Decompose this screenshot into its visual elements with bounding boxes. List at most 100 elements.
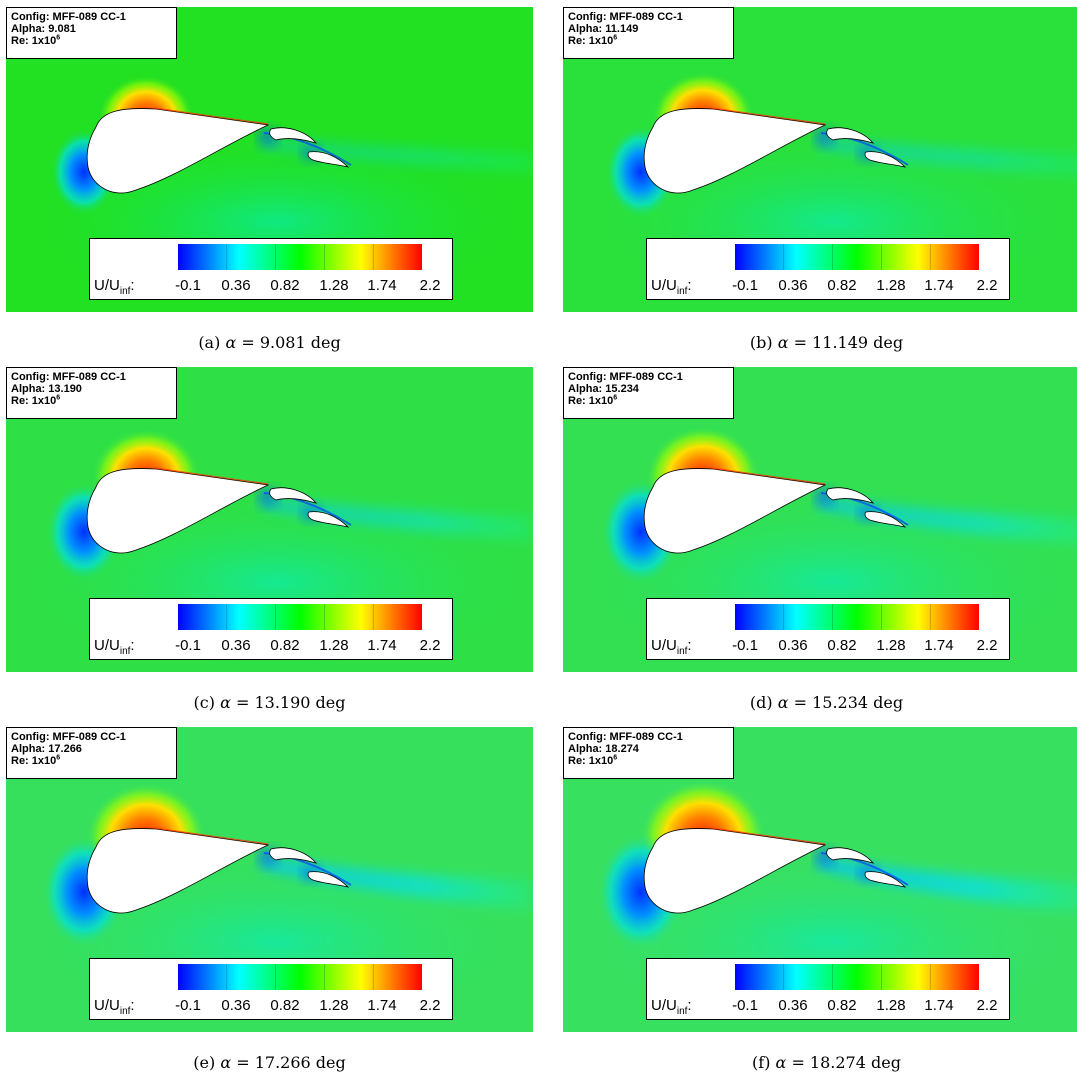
- re-exponent: 6: [613, 394, 618, 402]
- colorbar-tick-label: -0.1: [732, 997, 758, 1014]
- caption-value: = 18.274 deg: [791, 1053, 901, 1072]
- colorbar-tick-label: -0.1: [175, 997, 201, 1014]
- caption-value: = 11.149 deg: [793, 333, 904, 352]
- alpha-value: 13.190: [48, 383, 82, 395]
- alpha-label: Alpha: 18.274: [568, 743, 729, 755]
- alpha-symbol: α: [220, 693, 231, 712]
- re-prefix: Re: 1x10: [11, 35, 57, 47]
- colorbar-tick-label: 1.74: [367, 637, 397, 654]
- contour-plot: Config: MFF-089 CC-1 Alpha: 18.274 Re: 1…: [563, 727, 1077, 1032]
- config-label: Config: MFF-089 CC-1: [568, 371, 683, 383]
- colorbar-tick-label: -0.1: [175, 277, 201, 294]
- panel-caption: (d) α = 15.234 deg: [563, 693, 1077, 712]
- alpha-label: Alpha: 13.190: [11, 383, 172, 395]
- colorbar-legend: U/Uinf: -0.1 0.36 0.82 1.28 1.74 2.2: [89, 958, 453, 1020]
- alpha-prefix: Alpha:: [11, 23, 49, 35]
- caption-label: (d): [749, 693, 773, 712]
- colorbar-tick-label: 2.2: [976, 637, 998, 654]
- colorbar-tick-label: -0.1: [175, 637, 201, 654]
- colorbar-legend: U/Uinf: -0.1 0.36 0.82 1.28 1.74 2.2: [646, 598, 1010, 660]
- alpha-label: Alpha: 17.266: [11, 743, 172, 755]
- reynolds-label: Re: 1x106: [11, 394, 172, 407]
- caption-label: (f): [752, 1053, 771, 1072]
- colorbar-tick-label: -0.1: [732, 637, 758, 654]
- colorbar-quantity-label: U/Uinf:: [651, 277, 692, 297]
- config-info-box: Config: MFF-089 CC-1 Alpha: 13.190 Re: 1…: [6, 367, 177, 419]
- colorbar-tick-label: 0.36: [778, 277, 808, 294]
- flap-element-2: [864, 511, 907, 528]
- caption-label: (c): [193, 693, 215, 712]
- alpha-value: 11.149: [605, 23, 639, 35]
- colorbar-tick-label: 1.28: [319, 277, 349, 294]
- flap-element-2: [307, 151, 350, 168]
- main-airfoil: [86, 108, 270, 194]
- config-label: Config: MFF-089 CC-1: [11, 731, 126, 743]
- alpha-label: Alpha: 15.234: [568, 383, 729, 395]
- alpha-symbol: α: [225, 333, 237, 352]
- colorbar-tick-label: 0.82: [270, 277, 300, 294]
- colorbar-tick-label: 0.82: [270, 997, 300, 1014]
- config-label: Config: MFF-089 CC-1: [11, 11, 126, 23]
- colorbar-quantity-label: U/Uinf:: [651, 997, 692, 1017]
- config-info-box: Config: MFF-089 CC-1 Alpha: 17.266 Re: 1…: [6, 727, 177, 779]
- caption-value: = 15.234 deg: [793, 693, 904, 712]
- flap-element-1: [269, 487, 318, 504]
- flap-element-1: [826, 847, 875, 864]
- config-info-box: Config: MFF-089 CC-1 Alpha: 11.149 Re: 1…: [563, 7, 734, 59]
- colorbar-tick-label: 1.74: [367, 997, 397, 1014]
- alpha-label: Alpha: 9.081: [11, 23, 172, 35]
- config-info-box: Config: MFF-089 CC-1 Alpha: 9.081 Re: 1x…: [6, 7, 177, 59]
- colorbar-tick-label: 0.82: [827, 997, 857, 1014]
- flap-element-2: [864, 871, 907, 888]
- colorbar-tick-label: 0.36: [221, 637, 251, 654]
- reynolds-label: Re: 1x106: [568, 34, 729, 47]
- flap-element-1: [269, 127, 318, 144]
- colorbar-tick-label: 1.74: [924, 997, 954, 1014]
- panel-caption: (c) α = 13.190 deg: [6, 693, 533, 712]
- reynolds-label: Re: 1x106: [11, 34, 172, 47]
- colorbar-tick-label: 1.28: [876, 637, 906, 654]
- alpha-value: 17.266: [48, 743, 82, 755]
- colorbar-tick-label: 1.74: [367, 277, 397, 294]
- colorbar-legend: U/Uinf: -0.1 0.36 0.82 1.28 1.74 2.2: [89, 598, 453, 660]
- colorbar-legend: U/Uinf: -0.1 0.36 0.82 1.28 1.74 2.2: [646, 958, 1010, 1020]
- re-prefix: Re: 1x10: [568, 395, 614, 407]
- colorbar-tick-label: 2.2: [976, 277, 998, 294]
- flap-element-2: [307, 511, 350, 528]
- colorbar: [735, 244, 979, 270]
- config-info-box: Config: MFF-089 CC-1 Alpha: 18.274 Re: 1…: [563, 727, 734, 779]
- contour-plot: Config: MFF-089 CC-1 Alpha: 17.266 Re: 1…: [6, 727, 533, 1032]
- colorbar-legend: U/Uinf: -0.1 0.36 0.82 1.28 1.74 2.2: [89, 238, 453, 300]
- main-airfoil: [643, 108, 827, 194]
- colorbar-tick-label: 1.74: [924, 637, 954, 654]
- alpha-value: 18.274: [605, 743, 639, 755]
- colorbar-tick-label: -0.1: [732, 277, 758, 294]
- alpha-symbol: α: [777, 333, 789, 352]
- colorbar-tick-label: 0.36: [778, 997, 808, 1014]
- colorbar-tick-label: 1.74: [924, 277, 954, 294]
- caption-label: (b): [749, 333, 773, 352]
- colorbar-tick-label: 1.28: [876, 997, 906, 1014]
- re-prefix: Re: 1x10: [11, 395, 57, 407]
- re-prefix: Re: 1x10: [568, 35, 614, 47]
- alpha-prefix: Alpha:: [11, 383, 49, 395]
- colorbar-tick-label: 0.82: [270, 637, 300, 654]
- alpha-value: 9.081: [48, 23, 76, 35]
- colorbar: [178, 964, 422, 990]
- caption-label: (a): [198, 333, 221, 352]
- re-exponent: 6: [613, 754, 618, 762]
- colorbar-quantity-label: U/Uinf:: [94, 277, 135, 297]
- flap-element-1: [826, 487, 875, 504]
- colorbar-tick-label: 1.28: [319, 637, 349, 654]
- panel-caption: (a) α = 9.081 deg: [6, 333, 533, 352]
- colorbar-tick-label: 0.36: [778, 637, 808, 654]
- alpha-symbol: α: [775, 1053, 787, 1072]
- re-exponent: 6: [56, 34, 61, 42]
- caption-value: = 17.266 deg: [236, 1053, 346, 1072]
- flap-element-2: [307, 871, 350, 888]
- colorbar-quantity-label: U/Uinf:: [651, 637, 692, 657]
- re-prefix: Re: 1x10: [11, 755, 57, 767]
- colorbar-legend: U/Uinf: -0.1 0.36 0.82 1.28 1.74 2.2: [646, 238, 1010, 300]
- panel-caption: (f) α = 18.274 deg: [563, 1053, 1077, 1072]
- colorbar-tick-label: 0.36: [221, 277, 251, 294]
